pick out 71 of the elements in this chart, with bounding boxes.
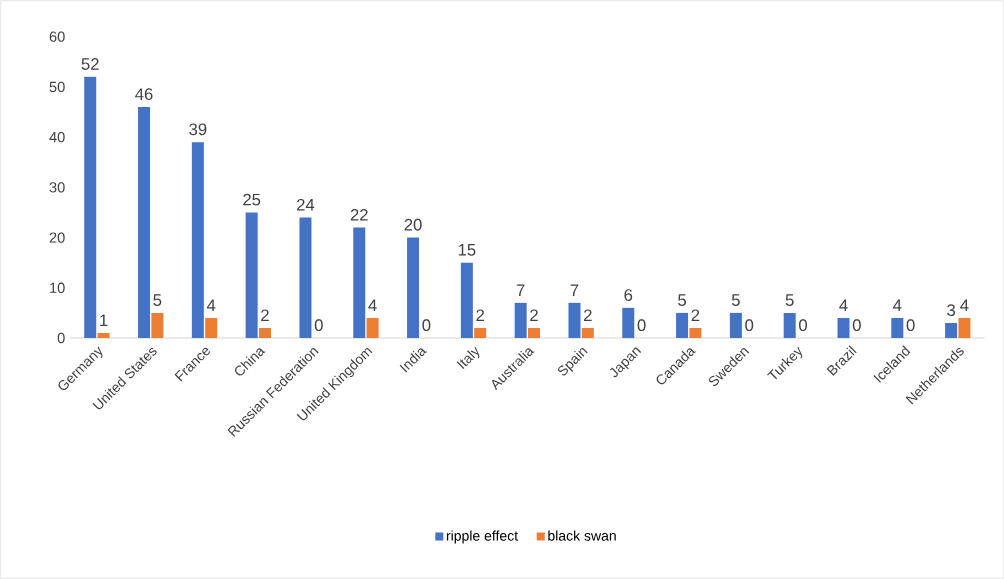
bar — [97, 332, 110, 338]
y-tick-label: 20 — [49, 232, 65, 243]
bar — [958, 317, 971, 338]
data-label: 7 — [516, 284, 525, 296]
bar — [407, 237, 420, 338]
data-label: 0 — [422, 319, 431, 332]
data-label: 0 — [799, 319, 808, 332]
data-label: 24 — [297, 198, 315, 211]
data-label: 46 — [135, 88, 153, 101]
legend-label: black swan — [548, 530, 616, 541]
bar — [837, 317, 850, 338]
x-tick-label: Italy — [456, 346, 480, 370]
bar — [205, 317, 218, 338]
data-label: 0 — [906, 319, 915, 332]
data-label: 25 — [243, 193, 261, 206]
bar — [245, 212, 258, 338]
bar — [366, 317, 379, 338]
data-label: 2 — [530, 309, 538, 322]
data-label: 5 — [153, 294, 162, 306]
y-tick-label: 50 — [49, 81, 65, 93]
data-label: 0 — [637, 319, 646, 332]
data-label: 0 — [314, 319, 323, 332]
data-label: 0 — [852, 319, 861, 332]
bar — [622, 307, 635, 338]
data-label: 3 — [947, 304, 955, 317]
y-tick-label: 10 — [50, 282, 65, 293]
data-label: 4 — [206, 299, 216, 311]
y-tick-label: 0 — [57, 332, 65, 344]
data-label: 4 — [960, 299, 969, 311]
data-label: 39 — [189, 123, 207, 136]
bar — [460, 262, 473, 338]
bar — [729, 312, 742, 338]
bar — [945, 322, 958, 338]
data-label: 2 — [476, 309, 484, 322]
bar — [514, 302, 527, 338]
data-label: 4 — [368, 299, 377, 311]
bar — [568, 302, 581, 338]
bar — [474, 327, 487, 338]
data-label: 5 — [731, 294, 740, 306]
bar — [676, 312, 689, 338]
data-label: 7 — [570, 284, 579, 296]
data-label: 2 — [261, 309, 269, 322]
data-label: 5 — [678, 294, 687, 306]
data-label: 52 — [81, 58, 99, 70]
data-label: 5 — [785, 294, 794, 306]
data-label: 20 — [404, 218, 422, 231]
bar — [689, 327, 702, 338]
bar — [891, 317, 904, 338]
bar — [783, 312, 796, 338]
bar — [353, 227, 366, 338]
data-label: 22 — [350, 208, 368, 221]
data-label: 15 — [458, 244, 476, 256]
y-tick-label: 40 — [49, 131, 65, 143]
data-label: 4 — [893, 299, 902, 311]
data-label: 4 — [839, 299, 848, 311]
data-label: 1 — [100, 314, 108, 327]
bar — [191, 142, 204, 338]
data-label: 2 — [691, 309, 700, 322]
bar — [138, 106, 151, 338]
y-tick-label: 30 — [49, 182, 65, 193]
bar — [258, 327, 271, 338]
y-tick-label: 60 — [49, 31, 65, 42]
bar — [151, 312, 164, 338]
legend-label: ripple effect — [446, 530, 518, 544]
bar — [299, 217, 312, 338]
data-label: 0 — [745, 319, 754, 332]
bar — [528, 327, 540, 338]
data-label: 2 — [584, 309, 592, 322]
bar — [84, 76, 97, 338]
data-label: 6 — [624, 289, 633, 301]
bar — [581, 327, 594, 338]
